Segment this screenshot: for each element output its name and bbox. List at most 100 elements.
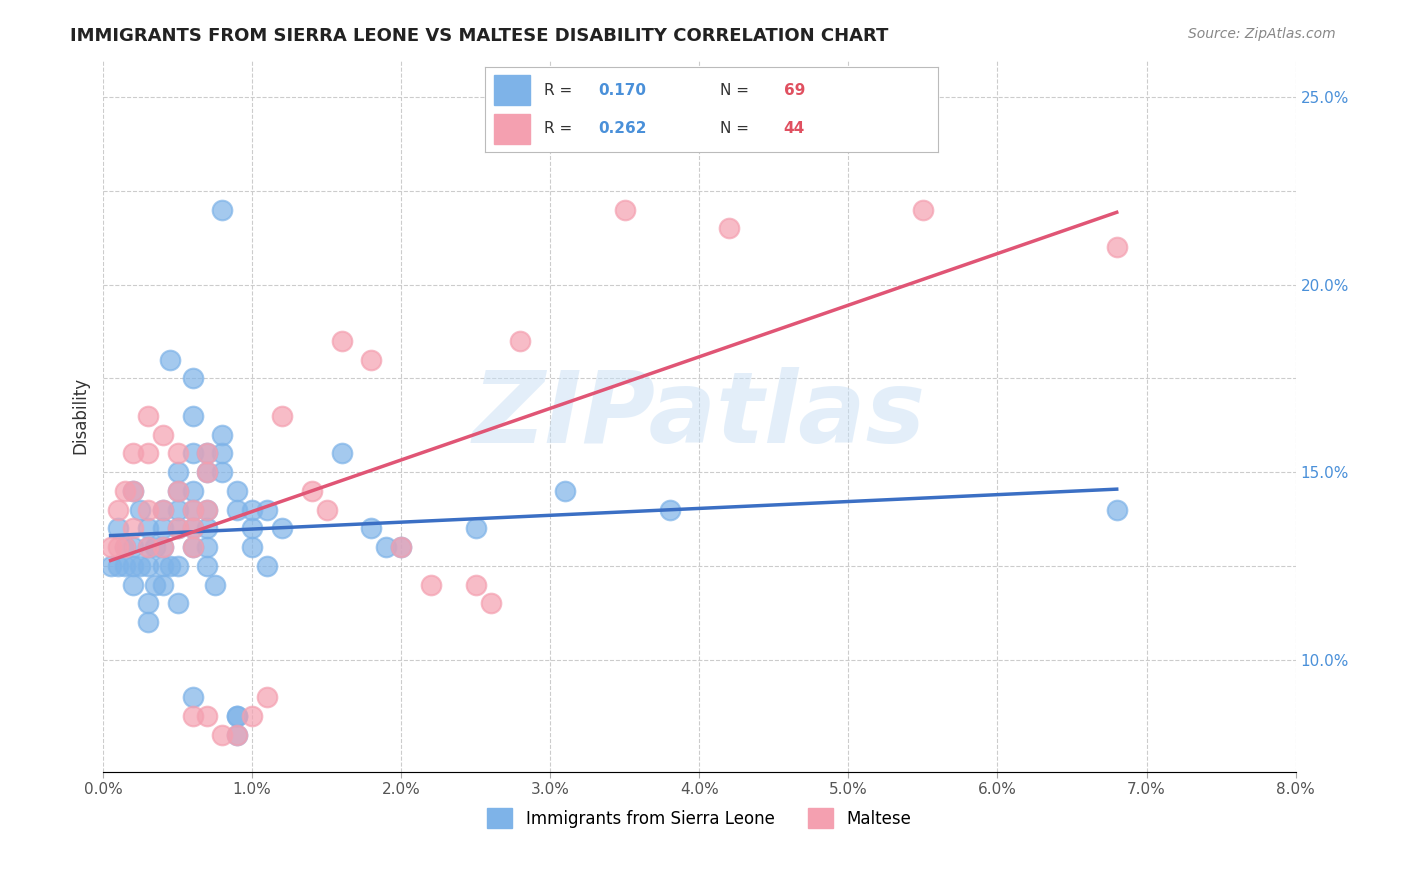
Point bbox=[211, 465, 233, 479]
Point bbox=[256, 690, 278, 704]
Point bbox=[211, 727, 233, 741]
Legend: Immigrants from Sierra Leone, Maltese: Immigrants from Sierra Leone, Maltese bbox=[481, 801, 918, 835]
Point bbox=[197, 521, 219, 535]
Point bbox=[256, 502, 278, 516]
Point bbox=[360, 352, 382, 367]
Point bbox=[181, 446, 204, 460]
Point bbox=[197, 465, 219, 479]
Point bbox=[1105, 502, 1128, 516]
Point bbox=[136, 596, 159, 610]
Point bbox=[152, 540, 174, 554]
Y-axis label: Disability: Disability bbox=[72, 377, 89, 454]
Point bbox=[107, 540, 129, 554]
Point bbox=[114, 558, 136, 573]
Point bbox=[166, 483, 188, 498]
Point bbox=[152, 502, 174, 516]
Point bbox=[166, 446, 188, 460]
Point bbox=[129, 502, 152, 516]
Point bbox=[122, 483, 145, 498]
Point bbox=[509, 334, 531, 348]
Point bbox=[1105, 240, 1128, 254]
Text: Source: ZipAtlas.com: Source: ZipAtlas.com bbox=[1188, 27, 1336, 41]
Point bbox=[197, 446, 219, 460]
Point bbox=[613, 202, 636, 217]
Point bbox=[143, 540, 166, 554]
Point bbox=[181, 690, 204, 704]
Point bbox=[911, 202, 934, 217]
Point bbox=[122, 558, 145, 573]
Point bbox=[360, 521, 382, 535]
Point bbox=[107, 502, 129, 516]
Point bbox=[375, 540, 398, 554]
Point bbox=[122, 540, 145, 554]
Point bbox=[114, 540, 136, 554]
Point bbox=[226, 708, 249, 723]
Point bbox=[226, 483, 249, 498]
Point bbox=[211, 427, 233, 442]
Point bbox=[479, 596, 502, 610]
Point bbox=[204, 577, 226, 591]
Point bbox=[181, 540, 204, 554]
Point bbox=[122, 446, 145, 460]
Point bbox=[166, 558, 188, 573]
Point bbox=[143, 577, 166, 591]
Point bbox=[136, 540, 159, 554]
Point bbox=[256, 558, 278, 573]
Point bbox=[166, 465, 188, 479]
Point bbox=[197, 540, 219, 554]
Point bbox=[136, 409, 159, 423]
Point bbox=[152, 502, 174, 516]
Point bbox=[181, 521, 204, 535]
Point bbox=[211, 446, 233, 460]
Point bbox=[129, 558, 152, 573]
Point bbox=[240, 502, 263, 516]
Point bbox=[107, 558, 129, 573]
Point bbox=[152, 540, 174, 554]
Point bbox=[159, 558, 181, 573]
Point bbox=[166, 521, 188, 535]
Point bbox=[166, 483, 188, 498]
Point bbox=[197, 465, 219, 479]
Point bbox=[226, 708, 249, 723]
Point bbox=[197, 446, 219, 460]
Point bbox=[152, 558, 174, 573]
Point bbox=[240, 540, 263, 554]
Point bbox=[554, 483, 576, 498]
Point bbox=[181, 483, 204, 498]
Point bbox=[152, 577, 174, 591]
Point bbox=[181, 409, 204, 423]
Point bbox=[181, 708, 204, 723]
Point bbox=[159, 352, 181, 367]
Point bbox=[658, 502, 681, 516]
Point bbox=[136, 540, 159, 554]
Text: ZIPatlas: ZIPatlas bbox=[472, 368, 927, 465]
Point bbox=[181, 540, 204, 554]
Point bbox=[152, 521, 174, 535]
Point bbox=[152, 427, 174, 442]
Point bbox=[197, 502, 219, 516]
Point bbox=[226, 727, 249, 741]
Point bbox=[271, 409, 294, 423]
Point bbox=[226, 502, 249, 516]
Point bbox=[271, 521, 294, 535]
Point bbox=[330, 446, 353, 460]
Point bbox=[240, 521, 263, 535]
Point bbox=[181, 502, 204, 516]
Text: IMMIGRANTS FROM SIERRA LEONE VS MALTESE DISABILITY CORRELATION CHART: IMMIGRANTS FROM SIERRA LEONE VS MALTESE … bbox=[70, 27, 889, 45]
Point bbox=[181, 521, 204, 535]
Point bbox=[315, 502, 337, 516]
Point bbox=[330, 334, 353, 348]
Point bbox=[718, 221, 741, 235]
Point bbox=[166, 596, 188, 610]
Point bbox=[122, 577, 145, 591]
Point bbox=[197, 558, 219, 573]
Point bbox=[420, 577, 443, 591]
Point bbox=[301, 483, 323, 498]
Point bbox=[100, 558, 122, 573]
Point bbox=[166, 502, 188, 516]
Point bbox=[211, 202, 233, 217]
Point bbox=[389, 540, 412, 554]
Point bbox=[464, 521, 486, 535]
Point bbox=[197, 502, 219, 516]
Point bbox=[100, 540, 122, 554]
